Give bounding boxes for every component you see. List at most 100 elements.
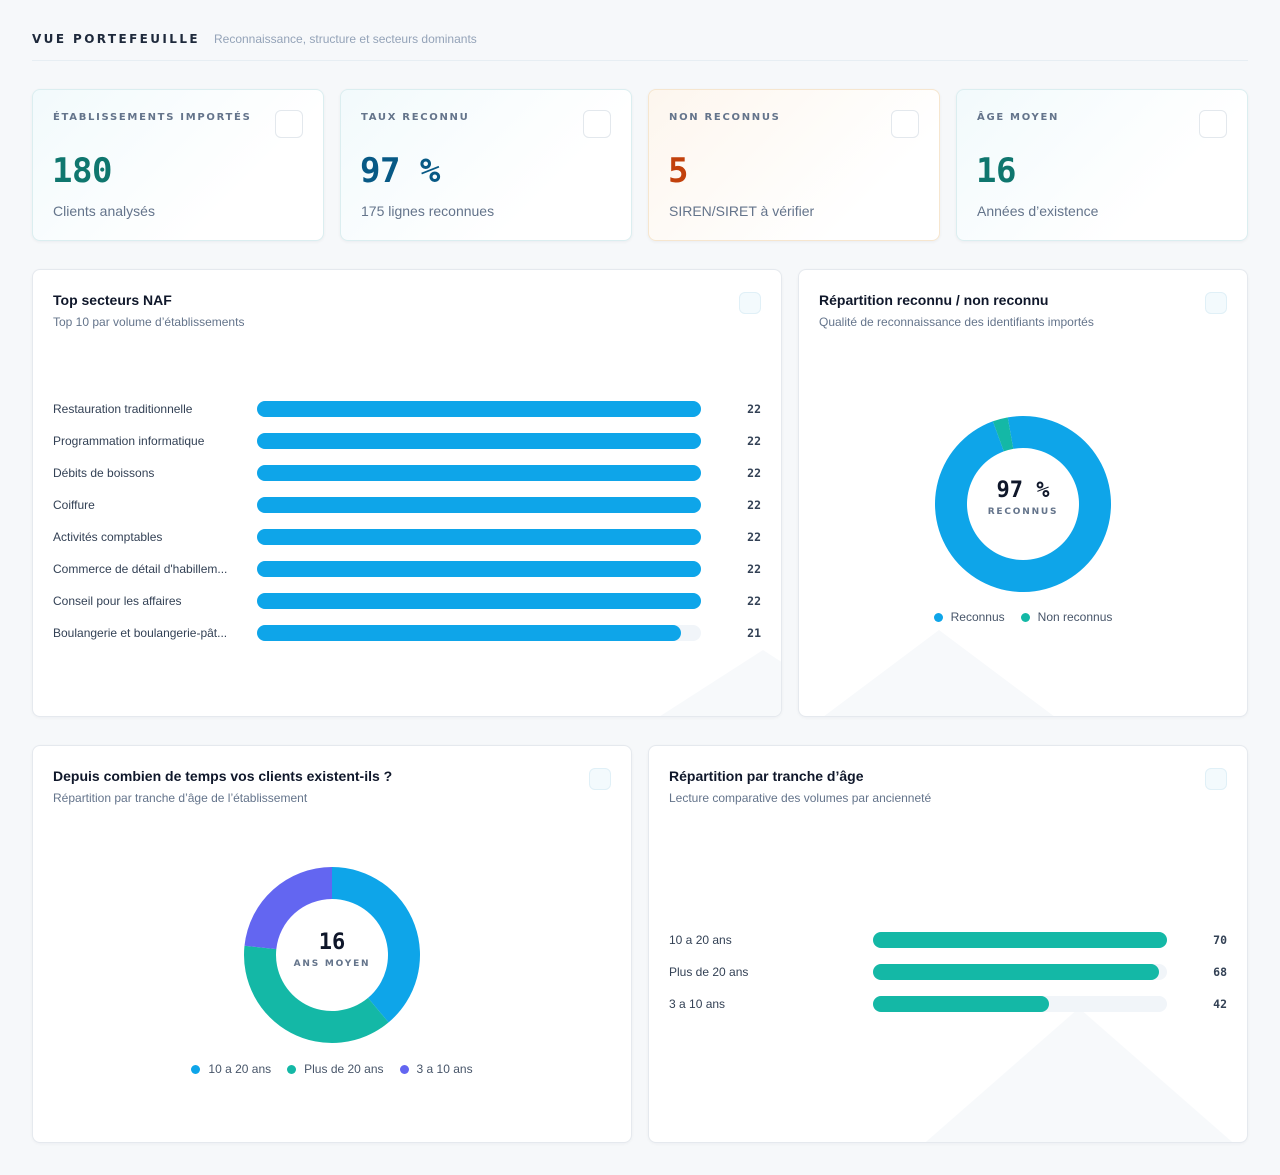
legend-item: 3 a 10 ans <box>399 1062 473 1076</box>
legend-item: Plus de 20 ans <box>287 1062 384 1076</box>
donut-slice-10-a-20-ans <box>332 867 420 1023</box>
bar-track <box>257 625 701 641</box>
legend-item: Reconnus <box>933 610 1005 624</box>
legend-label: 10 a 20 ans <box>208 1062 272 1076</box>
card-title: Top secteurs NAF <box>53 292 172 308</box>
bar-row: Commerce de détail d'habillem... 22 <box>53 561 761 577</box>
card-subtitle: Lecture comparative des volumes par anci… <box>669 791 932 805</box>
donut-center-label: RECONNUS <box>987 507 1059 517</box>
recognition-donut-chart <box>935 416 1111 592</box>
bar-track <box>873 996 1167 1012</box>
kpi-value: 5 <box>668 151 688 191</box>
kpi-icon <box>891 110 919 138</box>
bar <box>257 401 701 417</box>
bar-value: 22 <box>747 402 761 416</box>
bar-label: Plus de 20 ans <box>669 965 749 979</box>
bar-row: 10 a 20 ans 70 <box>669 932 1227 948</box>
bar <box>257 433 701 449</box>
card-decoration <box>623 650 781 716</box>
card-menu-icon[interactable] <box>589 768 611 790</box>
kpi-icon <box>583 110 611 138</box>
card-decoration <box>919 1008 1239 1142</box>
bar-track <box>257 465 701 481</box>
legend-swatch <box>191 1064 201 1074</box>
card-menu-icon[interactable] <box>739 292 761 314</box>
bar-label: Conseil pour les affaires <box>53 594 182 608</box>
bar-row: 3 a 10 ans 42 <box>669 996 1227 1012</box>
donut-slice-3-a-10-ans <box>244 867 332 950</box>
bar-value: 70 <box>1213 933 1227 947</box>
bar-row: Activités comptables 22 <box>53 529 761 545</box>
bar <box>257 465 701 481</box>
bar <box>257 625 681 641</box>
page-subtitle: Reconnaissance, structure et secteurs do… <box>213 32 477 46</box>
kpi-value: 97 % <box>360 151 440 191</box>
bar-label: 3 a 10 ans <box>669 997 726 1011</box>
page-title: VUE PORTEFEUILLE <box>32 32 200 46</box>
naf-sectors-card: Top secteurs NAF Top 10 par volume d’éta… <box>32 269 782 717</box>
bar-track <box>873 932 1167 948</box>
kpi-card-average-age: ÂGE MOYEN 16 Années d’existence <box>956 89 1248 241</box>
bar <box>873 996 1050 1012</box>
recognition-card: Répartition reconnu / non reconnu Qualit… <box>798 269 1248 717</box>
legend-label: Reconnus <box>950 610 1005 624</box>
donut-center-value: 97 % <box>996 478 1050 503</box>
bar-label: 10 a 20 ans <box>669 933 732 947</box>
bar-value: 42 <box>1213 997 1227 1011</box>
bar-label: Activités comptables <box>53 530 163 544</box>
bar-track <box>257 529 701 545</box>
bar-value: 68 <box>1213 965 1227 979</box>
card-title: Répartition reconnu / non reconnu <box>819 292 1049 308</box>
bar-value: 22 <box>747 594 761 608</box>
chart-legend: 10 a 20 ans Plus de 20 ans 3 a 10 ans <box>33 1062 631 1076</box>
bar-value: 21 <box>747 626 761 640</box>
bar-row: Programmation informatique 22 <box>53 433 761 449</box>
page-header: VUE PORTEFEUILLE Reconnaissance, structu… <box>32 30 1248 61</box>
kpi-icon <box>275 110 303 138</box>
bar-label: Débits de boissons <box>53 466 155 480</box>
legend-swatch <box>933 612 943 622</box>
card-menu-icon[interactable] <box>1205 292 1227 314</box>
bar <box>257 561 701 577</box>
bar-row: Plus de 20 ans 68 <box>669 964 1227 980</box>
bar-track <box>257 497 701 513</box>
kpi-caption: SIREN/SIRET à vérifier <box>669 203 815 219</box>
bar-track <box>873 964 1167 980</box>
donut-slice-plus-de-20-ans <box>244 945 389 1043</box>
kpi-caption: Clients analysés <box>53 203 155 219</box>
card-subtitle: Top 10 par volume d’établissements <box>53 315 245 329</box>
legend-label: Non reconnus <box>1037 610 1113 624</box>
bar-value: 22 <box>747 498 761 512</box>
bar-row: Coiffure 22 <box>53 497 761 513</box>
bar-row: Débits de boissons 22 <box>53 465 761 481</box>
legend-item: Non reconnus <box>1020 610 1113 624</box>
card-subtitle: Répartition par tranche d’âge de l’établ… <box>53 791 308 805</box>
donut-slice-non-reconnus <box>992 417 1014 452</box>
bar-label: Programmation informatique <box>53 434 205 448</box>
card-menu-icon[interactable] <box>1205 768 1227 790</box>
bar <box>873 932 1167 948</box>
bar-value: 22 <box>747 562 761 576</box>
kpi-label: ÂGE MOYEN <box>977 112 1060 123</box>
kpi-card-recognition-rate: TAUX RECONNU 97 % 175 lignes reconnues <box>340 89 632 241</box>
legend-swatch <box>287 1064 297 1074</box>
bar-label: Restauration traditionnelle <box>53 402 193 416</box>
kpi-value: 180 <box>52 151 112 191</box>
bar-label: Boulangerie et boulangerie-pât... <box>53 626 228 640</box>
bar-track <box>257 401 701 417</box>
age-bars-card: Répartition par tranche d’âge Lecture co… <box>648 745 1248 1143</box>
kpi-card-unrecognized: NON RECONNUS 5 SIREN/SIRET à vérifier <box>648 89 940 241</box>
kpi-label: NON RECONNUS <box>669 112 781 123</box>
bar-row: Boulangerie et boulangerie-pât... 21 <box>53 625 761 641</box>
bar-label: Coiffure <box>53 498 95 512</box>
legend-item: 10 a 20 ans <box>191 1062 271 1076</box>
card-subtitle: Qualité de reconnaissance des identifian… <box>819 315 1094 329</box>
legend-swatch <box>399 1064 409 1074</box>
bar-track <box>257 561 701 577</box>
kpi-icon <box>1199 110 1227 138</box>
bar-label: Commerce de détail d'habillem... <box>53 562 228 576</box>
bar-track <box>257 433 701 449</box>
bar <box>257 529 701 545</box>
legend-label: Plus de 20 ans <box>304 1062 384 1076</box>
kpi-card-imported: ÉTABLISSEMENTS IMPORTÉS 180 Clients anal… <box>32 89 324 241</box>
